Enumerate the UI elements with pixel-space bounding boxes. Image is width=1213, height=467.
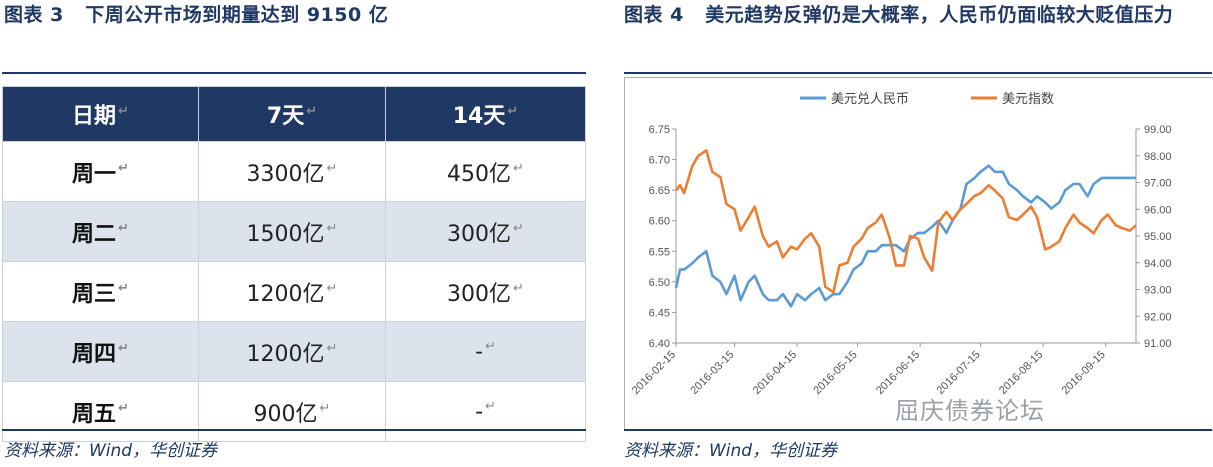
y-right-tick-label: 94.00 (1144, 258, 1172, 270)
right-source-note: 资料来源：Wind，华创证券 (624, 441, 838, 461)
x-tick-label: 2016-03-15 (688, 349, 736, 397)
left-figure: 图表 3 下周公开市场到期量达到 9150 亿 日期 ↵ 7天 ↵ 14天 ↵ 周一 ↵… (0, 0, 594, 467)
y-right-tick-label: 91.00 (1144, 338, 1172, 350)
table-header-date: 日期 ↵ (2, 86, 199, 142)
right-top-rule (624, 72, 1212, 74)
table-row: 周一 ↵ 3300亿 ↵ 450亿 ↵ (2, 141, 586, 202)
series-line-dxy (674, 149, 1137, 294)
legend-label: 美元指数 (1002, 91, 1054, 106)
y-left-tick-label: 6.40 (649, 338, 670, 350)
table-cell-day: 周三 ↵ (2, 261, 199, 322)
x-tick-label: 2016-05-15 (811, 349, 859, 397)
x-tick-label: 2016-07-15 (934, 349, 982, 397)
right-figure-title: 图表 4 美元趋势反弹仍是大概率，人民币仍面临较大贬值压力 (624, 2, 1213, 29)
right-figure-title-text: 美元趋势反弹仍是大概率，人民币仍面临较大贬值压力 (705, 4, 1174, 26)
fx-dollar-line-chart: 6.40 6.45 6.50 6.55 6.60 6.65 6.70 6.75 91.00 92.… (630, 91, 1172, 397)
right-figure: 图表 4 美元趋势反弹仍是大概率，人民币仍面临较大贬值压力 6.40 6.45 6.… (622, 0, 1213, 467)
watermark-text: 屈庆债券论坛 (895, 397, 1045, 425)
y-left-tick-label: 6.70 (649, 155, 670, 167)
table-cell-day: 周四 ↵ (2, 321, 199, 382)
table-cell-14d: 450亿 ↵ (385, 141, 586, 202)
y-right-tick-label: 98.00 (1144, 151, 1172, 163)
table-cell-day: 周一 ↵ (2, 141, 199, 202)
table-row: 周二 ↵ 1500亿 ↵ 300亿 ↵ (2, 201, 586, 262)
y-left-tick-label: 6.60 (649, 216, 670, 228)
table-cell-7d: 1200亿 ↵ (198, 321, 386, 382)
table-cell-14d: - ↵ (385, 381, 586, 442)
left-top-rule (2, 72, 586, 74)
table-row: 周三 ↵ 1200亿 ↵ 300亿 ↵ (2, 261, 586, 322)
right-figure-label: 图表 4 (624, 4, 684, 26)
right-bottom-rule (624, 429, 1212, 431)
table-cell-7d: 900亿 ↵ (198, 381, 386, 442)
x-tick-label: 2016-06-15 (874, 349, 922, 397)
left-figure-label: 图表 3 (4, 4, 64, 26)
table-header-7d: 7天 ↵ (198, 86, 386, 142)
legend-label: 美元兑人民币 (831, 91, 909, 106)
left-figure-title-text: 下周公开市场到期量达到 9150 亿 (85, 4, 389, 26)
table-cell-7d: 3300亿 ↵ (198, 141, 386, 202)
table-cell-14d: 300亿 ↵ (385, 261, 586, 322)
y-left-tick-label: 6.55 (649, 246, 670, 258)
table-cell-day: 周二 ↵ (2, 201, 199, 262)
x-tick-label: 2016-02-15 (630, 349, 678, 397)
left-figure-title: 图表 3 下周公开市场到期量达到 9150 亿 (4, 2, 388, 29)
y-right-tick-label: 99.00 (1144, 124, 1172, 136)
x-tick-label: 2016-04-15 (751, 349, 799, 397)
table-cell-7d: 1500亿 ↵ (198, 201, 386, 262)
table-row: 周四 ↵ 1200亿 ↵ - ↵ (2, 321, 586, 382)
table-cell-7d: 1200亿 ↵ (198, 261, 386, 322)
chart-area: 6.40 6.45 6.50 6.55 6.60 6.65 6.70 6.75 91.00 92.… (624, 77, 1213, 431)
table-header-14d: 14天 ↵ (385, 86, 586, 142)
y-right-tick-label: 92.00 (1144, 311, 1172, 323)
table-cell-day: 周五 ↵ (2, 381, 199, 442)
series-line-usdcny (674, 164, 1136, 308)
left-bottom-rule (2, 429, 586, 431)
y-right-tick-label: 95.00 (1144, 231, 1172, 243)
y-left-tick-label: 6.75 (649, 124, 670, 136)
table-cell-14d: - ↵ (385, 321, 586, 382)
y-right-tick-label: 93.00 (1144, 285, 1172, 297)
y-left-tick-label: 6.50 (649, 277, 670, 289)
y-left-tick-label: 6.45 (649, 307, 670, 319)
maturity-table: 日期 ↵ 7天 ↵ 14天 ↵ 周一 ↵ 3300亿 ↵ 450亿 ↵ 周二 ↵ 1500亿 ↵… (2, 86, 586, 442)
y-right-tick-label: 96.00 (1144, 204, 1172, 216)
table-header-row: 日期 ↵ 7天 ↵ 14天 ↵ (2, 86, 586, 142)
x-tick-label: 2016-09-15 (1060, 349, 1108, 397)
table-cell-14d: 300亿 ↵ (385, 201, 586, 262)
left-source-note: 资料来源：Wind，华创证券 (4, 441, 218, 461)
x-tick-label: 2016-08-15 (997, 349, 1045, 397)
y-right-tick-label: 97.00 (1144, 178, 1172, 190)
table-row: 周五 ↵ 900亿 ↵ - ↵ (2, 381, 586, 442)
y-left-tick-label: 6.65 (649, 185, 670, 197)
